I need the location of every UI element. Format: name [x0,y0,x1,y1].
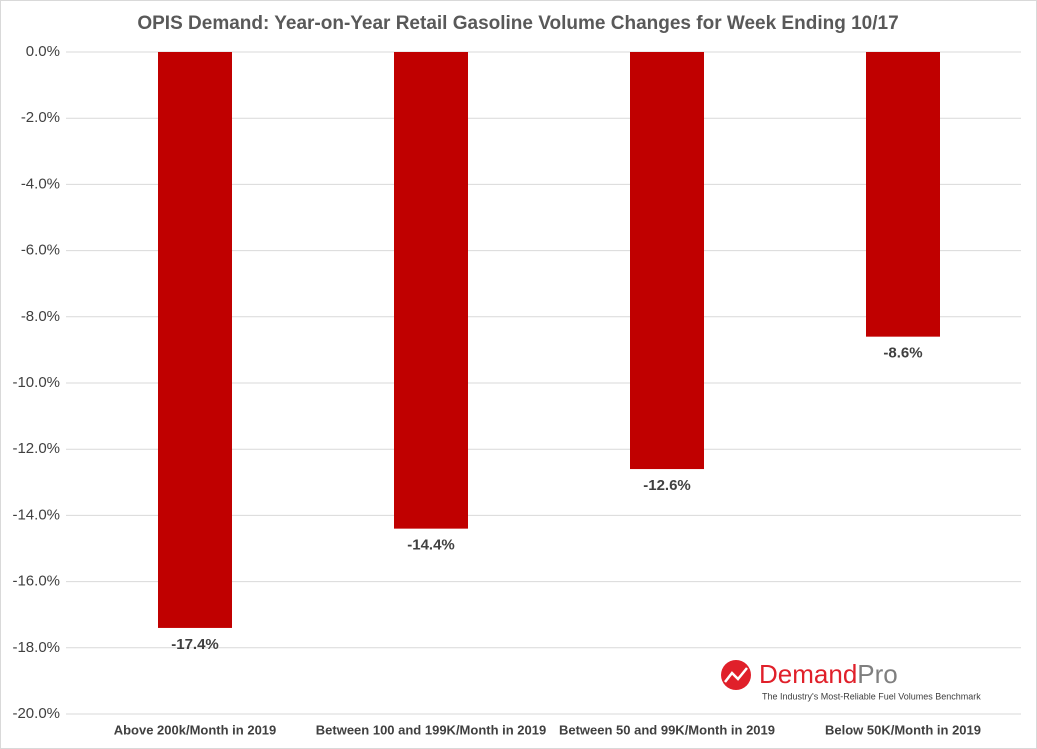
y-tick-label: -4.0% [21,175,60,192]
y-tick-label: -10.0% [12,374,60,391]
y-tick-label: -8.0% [21,308,60,325]
logo-tagline: The Industry's Most-Reliable Fuel Volume… [762,691,981,701]
data-label: -8.6% [883,345,922,362]
y-tick-label: -14.0% [12,506,60,523]
y-tick-label: -2.0% [21,109,60,126]
x-tick-label: Between 50 and 99K/Month in 2019 [559,722,775,737]
logo-text: DemandPro [759,659,898,689]
y-tick-label: -12.0% [12,440,60,457]
bar [394,52,468,529]
logo-icon [721,660,751,690]
logo-demand: Demand [759,659,857,689]
x-tick-label: Above 200k/Month in 2019 [114,722,277,737]
data-label: -14.4% [407,537,455,554]
x-tick-label: Between 100 and 199K/Month in 2019 [316,722,546,737]
y-tick-label: 0.0% [26,43,60,60]
y-tick-label: -6.0% [21,242,60,259]
x-tick-label: Below 50K/Month in 2019 [825,722,981,737]
logo-icon-line [724,667,748,683]
logo: DemandPro The Industry's Most-Reliable F… [721,659,981,701]
y-tick-label: -18.0% [12,639,60,656]
logo-pro: Pro [857,659,897,689]
data-label: -12.6% [643,477,691,494]
y-tick-label: -20.0% [12,705,60,722]
bar [158,52,232,628]
y-tick-label: -16.0% [12,573,60,590]
chart-title: OPIS Demand: Year-on-Year Retail Gasolin… [137,13,898,34]
bar [866,52,940,337]
data-label: -17.4% [171,636,219,653]
bar [630,52,704,470]
